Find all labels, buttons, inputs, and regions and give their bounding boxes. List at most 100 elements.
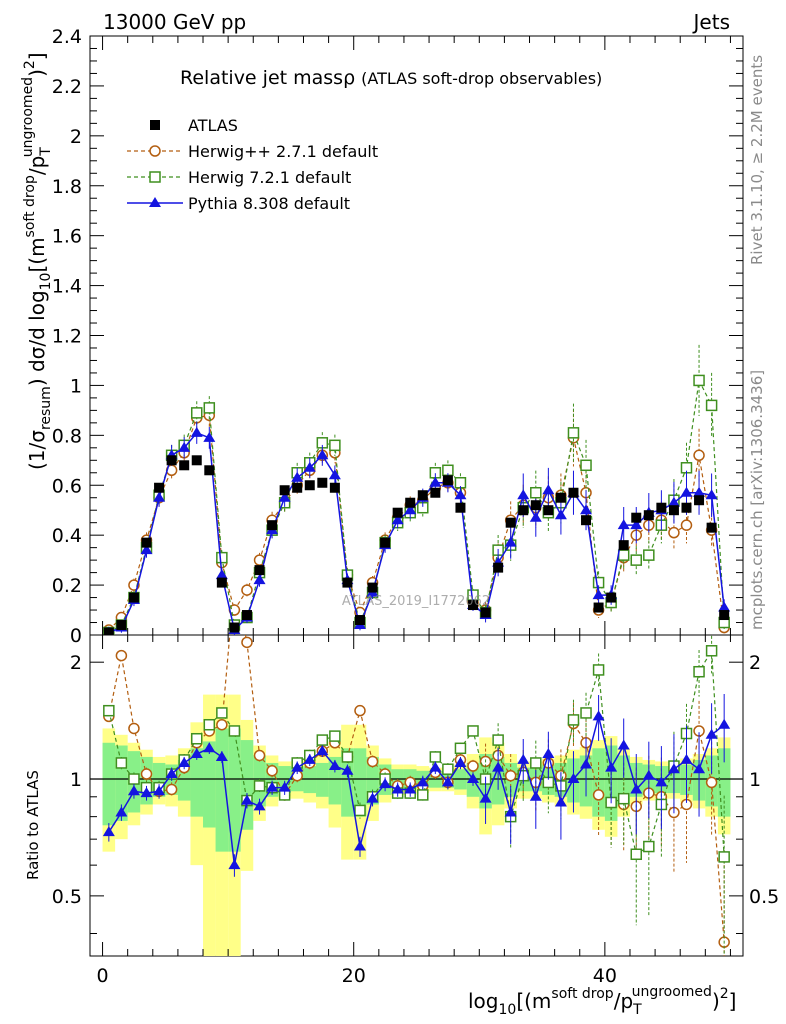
ratio-point-pythia-8-308-default [605,761,618,772]
main-point-pythia-8-308-default [328,469,341,480]
main-point-pythia-8-308-default [504,536,517,547]
ratio-point-pythia-8-308-default [429,761,442,772]
main-point-atlas [229,622,240,633]
main-point-atlas [493,562,504,573]
main-line-pythia-8-308-default [108,431,725,634]
main-point-atlas [191,455,202,466]
ratio-point-pythia-8-308-default [454,756,467,767]
main-point-atlas [568,487,579,498]
ratio-point-herwig-7-2-1-default [530,757,542,769]
legend-marker-pythia-8-308-default [149,197,161,207]
side-text-bottom: mcplots.cern.ch [arXiv:1306.3436] [748,370,766,630]
ratio-point-pythia-8-308-default [630,783,643,794]
main-y-tick-label: 0 [70,625,82,647]
main-point-herwig-7-2-1-default [329,439,341,452]
main-point-atlas [694,495,705,506]
main-point-herwig-7-2-1-default [580,459,592,472]
band-inner-bin [353,748,367,817]
main-point-atlas [166,455,177,466]
ratio-y-tick-label: 2 [70,652,82,674]
main-point-herwig-7-2-1-default [216,551,228,564]
main-point-herwig-7-2-1-default [630,554,643,566]
main-y-tick-label: 1 [70,375,82,397]
ratio-point-pythia-8-308-default [127,785,140,796]
main-point-atlas [254,565,265,576]
main-y-tick-label: 1.2 [52,326,82,348]
main-point-atlas [317,477,328,488]
ratio-point-pythia-8-308-default [655,776,668,787]
ratio-point-pythia-8-308-default [441,776,454,787]
x-tick-label: 40 [593,965,617,987]
main-point-pythia-8-308-default [680,486,693,497]
legend-marker-herwig-7-2-1-default [149,171,161,183]
main-point-atlas [216,577,227,588]
ratio-point-pythia-8-308-default [554,796,567,807]
main-point-atlas [128,592,139,603]
ratio-point-herwig-7-2-1-default [429,751,442,763]
main-point-atlas [141,537,152,548]
ratio-point-pythia-8-308-default [153,785,166,796]
ratio-point-pythia-8-308-default [266,781,279,792]
ratio-point-pythia-8-308-default [341,764,354,775]
ratio-point-pythia-8-308-default [642,769,655,780]
ratio-point-herwig-2-7-1-default [128,722,140,735]
band-inner-bin [240,740,254,830]
main-point-pythia-8-308-default [253,574,266,585]
main-series [103,344,731,635]
main-point-pythia-8-308-default [278,491,291,502]
main-point-pythia-8-308-default [429,476,442,487]
ratio-point-herwig-2-7-1-default [504,769,517,782]
ratio-point-pythia-8-308-default [303,753,316,764]
main-point-atlas [380,537,391,548]
main-point-atlas [267,520,278,531]
ratio-point-pythia-8-308-default [391,783,404,794]
main-point-atlas [442,475,453,486]
x-tick-label: 0 [97,965,109,987]
ratio-y-tick-label-right: 2 [749,652,761,674]
main-point-atlas [354,615,365,626]
ratio-point-pythia-8-308-default [228,859,241,870]
ratio-point-herwig-7-2-1-default [316,734,329,746]
main-point-atlas [455,502,466,513]
main-point-atlas [204,465,215,476]
ratio-point-pythia-8-308-default [278,781,291,792]
ratio-frame [89,634,744,957]
header-right: Jets [692,10,730,34]
legend: ATLAS Herwig++ 2.7.1 default Herwig 7.2.1 … [127,116,378,213]
ratio-y-axis-label: Ratio to ATLAS [24,770,42,880]
ratio-point-pythia-8-308-default [203,742,216,753]
main-point-atlas [618,540,629,551]
main-point-atlas [530,500,541,511]
ratio-point-pythia-8-308-default [291,761,304,772]
ratio-point-pythia-8-308-default [404,783,417,794]
ratio-point-herwig-2-7-1-default [140,768,153,780]
ratio-point-herwig-2-7-1-default [705,776,718,789]
main-point-pythia-8-308-default [617,519,630,530]
ratio-y-tick-label-right: 0.5 [749,886,779,908]
main-point-pythia-8-308-default [529,511,542,522]
band-inner-bin [341,748,354,817]
main-point-pythia-8-308-default [178,441,191,452]
main-point-pythia-8-308-default [693,486,706,497]
main-point-herwig-7-2-1-default [530,486,542,499]
main-y-tick-label: 2 [70,126,82,148]
main-point-atlas [292,482,303,493]
main-point-pythia-8-308-default [542,484,555,495]
ratio-point-pythia-8-308-default [617,739,630,750]
band-inner-bin [228,728,241,852]
ratio-point-herwig-7-2-1-default [617,792,630,805]
legend-label-atlas: ATLAS [188,116,238,135]
ratio-point-herwig-7-2-1-default [693,665,705,678]
legend-label-herwig-2-7-1-default: Herwig++ 2.7.1 default [188,142,378,161]
ratio-point-herwig-2-7-1-default [165,783,178,796]
main-y-tick-label: 0.4 [52,525,82,547]
main-point-atlas [304,480,315,491]
main-point-atlas [668,505,679,516]
band-inner-bin [316,762,329,797]
ratio-point-herwig-2-7-1-default [216,718,228,731]
main-point-pythia-8-308-default [190,426,203,437]
main-point-atlas [154,482,165,493]
main-point-herwig-7-2-1-default [190,407,203,419]
ratio-point-pythia-8-308-default [328,760,341,771]
ratio-point-herwig-7-2-1-default [354,804,366,817]
